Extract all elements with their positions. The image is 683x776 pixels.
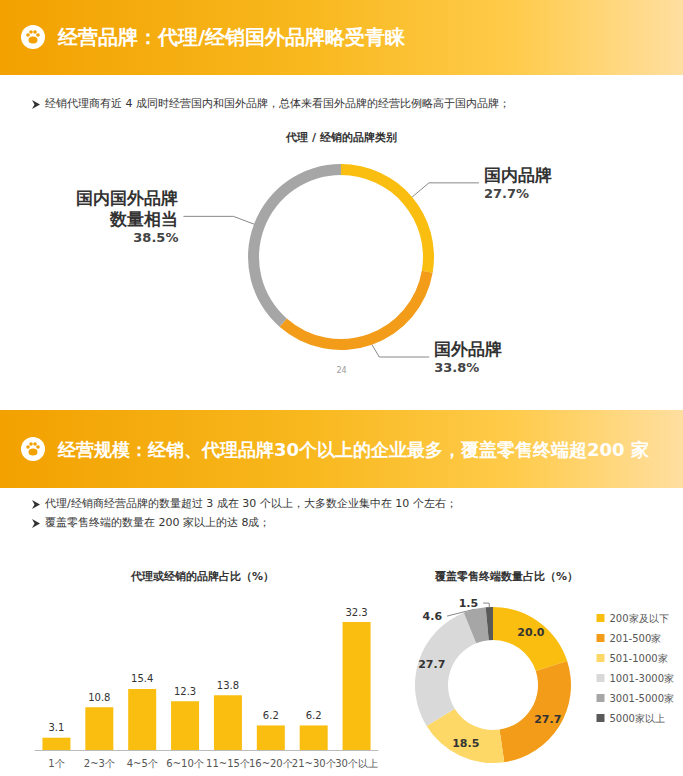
svg-text:数量相当: 数量相当: [109, 209, 178, 229]
svg-text:4.6: 4.6: [423, 610, 443, 623]
svg-text:38.5%: 38.5%: [133, 230, 178, 245]
svg-text:20.0: 20.0: [517, 626, 544, 639]
html-text:代理/经销商经营品牌的数量超过 3 成在 30 个以上，大多: 代理/经销商经营品牌的数量超过 3 成在 30 个以上，大多数企业集中在 10 …: [45, 497, 457, 510]
svg-text:3.1: 3.1: [48, 722, 64, 733]
svg-text:5000家以上: 5000家以上: [609, 713, 664, 724]
svg-text:12.3: 12.3: [174, 686, 196, 697]
svg-text:1001-3000家: 1001-3000家: [609, 673, 674, 684]
svg-text:21~30个: 21~30个: [292, 758, 336, 769]
svg-text:501-1000家: 501-1000家: [609, 653, 667, 664]
svg-text:13.8: 13.8: [217, 680, 239, 691]
html-text:经销代理商有近 4 成同时经营国内和国外品牌，总体来看国外品: 经销代理商有近 4 成同时经营国内和国外品牌，总体来看国外品牌的经营比例略高于国…: [45, 97, 510, 110]
svg-text:4~5个: 4~5个: [127, 758, 158, 769]
svg-text:国内品牌: 国内品牌: [484, 165, 552, 185]
svg-text:代理或经销的品牌占比（%）: 代理或经销的品牌占比（%）: [130, 570, 274, 583]
svg-text:27.7: 27.7: [418, 658, 445, 671]
html-text:经营品牌：代理/经销国外品牌略受青睐: 经营品牌：代理/经销国外品牌略受青睐: [58, 25, 406, 49]
svg-text:15.4: 15.4: [131, 673, 153, 684]
svg-text:200家及以下: 200家及以下: [609, 613, 668, 624]
svg-text:33.8%: 33.8%: [434, 360, 479, 375]
html-text:经营规模：经销、代理品牌30个以上的企业最多，覆盖零售终端超: 经营规模：经销、代理品牌30个以上的企业最多，覆盖零售终端超200 家: [58, 439, 649, 460]
svg-text:1个: 1个: [48, 758, 64, 769]
svg-text:覆盖零售终端数量占比（%）: 覆盖零售终端数量占比（%）: [434, 570, 578, 583]
svg-text:16~20个: 16~20个: [249, 758, 293, 769]
svg-text:6~10个: 6~10个: [166, 758, 203, 769]
svg-text:27.7: 27.7: [534, 713, 561, 726]
html-text:覆盖零售终端的数量在 200 家以上的达 8成；: 覆盖零售终端的数量在 200 家以上的达 8成；: [45, 516, 271, 529]
svg-text:国内国外品牌: 国内国外品牌: [76, 188, 178, 208]
svg-text:6.2: 6.2: [306, 710, 322, 721]
svg-text:32.3: 32.3: [345, 607, 367, 618]
svg-text:3001-5000家: 3001-5000家: [609, 693, 674, 704]
svg-text:代理 / 经销的品牌类别: 代理 / 经销的品牌类别: [285, 131, 397, 144]
svg-text:11~15个: 11~15个: [206, 758, 250, 769]
svg-text:6.2: 6.2: [263, 710, 279, 721]
svg-text:10.8: 10.8: [88, 692, 110, 703]
svg-text:27.7%: 27.7%: [484, 186, 529, 201]
svg-text:201-500家: 201-500家: [609, 633, 661, 644]
svg-text:18.5: 18.5: [452, 737, 479, 750]
html-text:24: 24: [336, 366, 347, 375]
svg-text:30个以上: 30个以上: [335, 758, 378, 769]
svg-text:1.5: 1.5: [459, 597, 479, 610]
svg-text:2~3个: 2~3个: [84, 758, 115, 769]
svg-text:国外品牌: 国外品牌: [434, 339, 502, 359]
